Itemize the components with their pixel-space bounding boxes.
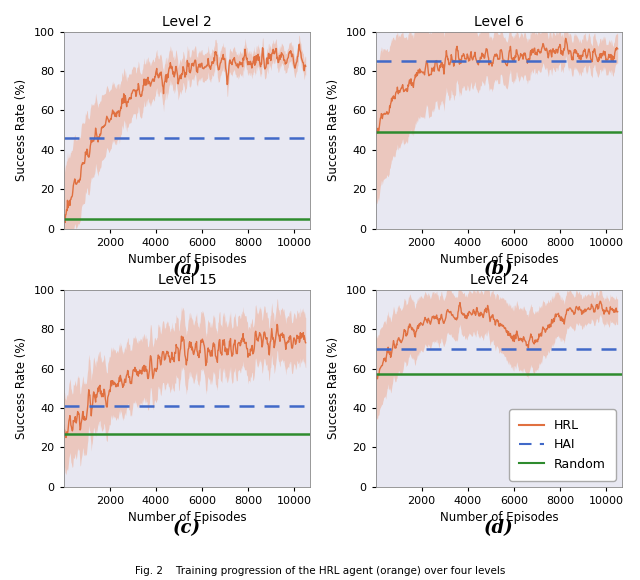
HRL: [614, 308, 621, 315]
HRL: [62, 434, 70, 441]
Y-axis label: Success Rate (%): Success Rate (%): [327, 337, 340, 439]
HRL: [204, 55, 212, 62]
Text: Fig. 2    Training progression of the HRL agent (orange) over four levels: Fig. 2 Training progression of the HRL a…: [135, 566, 505, 576]
HRL: [502, 329, 510, 336]
HAI: [60, 403, 67, 409]
HRL: [488, 63, 496, 70]
HRL: [175, 76, 183, 83]
Text: (d): (d): [484, 519, 514, 536]
Random: [372, 129, 380, 136]
HRL: [177, 71, 184, 78]
HAI: [60, 403, 67, 409]
HRL: [302, 63, 310, 70]
HRL: [502, 61, 510, 68]
HRL: [259, 44, 266, 51]
Line: HRL: HRL: [63, 44, 306, 223]
HRL: [488, 314, 496, 321]
HRL: [609, 305, 616, 312]
Title: Level 15: Level 15: [157, 273, 216, 287]
HAI: [372, 345, 380, 352]
HRL: [259, 342, 266, 349]
Line: HRL: HRL: [63, 324, 306, 437]
HAI: [372, 345, 380, 352]
HRL: [486, 58, 494, 65]
HRL: [609, 56, 616, 63]
HRL: [177, 345, 184, 352]
Random: [60, 430, 67, 437]
X-axis label: Number of Episodes: Number of Episodes: [127, 512, 246, 524]
Text: (b): (b): [484, 260, 514, 278]
HRL: [60, 422, 67, 429]
HRL: [273, 321, 281, 328]
Title: Level 2: Level 2: [162, 15, 212, 29]
HRL: [191, 346, 199, 353]
Random: [372, 371, 380, 378]
HRL: [297, 335, 305, 342]
Text: (c): (c): [173, 519, 201, 536]
Random: [60, 215, 67, 222]
HRL: [297, 49, 305, 56]
Random: [372, 371, 380, 378]
HRL: [516, 55, 524, 61]
Legend: HRL, HAI, Random: HRL, HAI, Random: [509, 409, 616, 481]
Y-axis label: Success Rate (%): Success Rate (%): [15, 79, 28, 181]
HRL: [516, 336, 524, 343]
HRL: [570, 311, 578, 318]
HAI: [60, 135, 67, 142]
Line: HRL: HRL: [376, 38, 618, 135]
Random: [60, 215, 67, 222]
X-axis label: Number of Episodes: Number of Episodes: [440, 253, 558, 266]
X-axis label: Number of Episodes: Number of Episodes: [127, 253, 246, 266]
X-axis label: Number of Episodes: Number of Episodes: [440, 512, 558, 524]
HAI: [372, 57, 380, 64]
Y-axis label: Success Rate (%): Success Rate (%): [327, 79, 340, 181]
HRL: [61, 219, 69, 226]
HRL: [204, 345, 212, 351]
HRL: [372, 132, 380, 139]
HRL: [614, 45, 621, 52]
Y-axis label: Success Rate (%): Success Rate (%): [15, 337, 28, 439]
Title: Level 6: Level 6: [474, 15, 524, 29]
HRL: [571, 46, 579, 53]
Title: Level 24: Level 24: [470, 273, 528, 287]
HRL: [596, 298, 604, 304]
HRL: [372, 376, 380, 383]
HAI: [60, 135, 67, 142]
HRL: [175, 357, 183, 364]
HRL: [296, 41, 303, 48]
HRL: [562, 35, 570, 42]
HRL: [60, 214, 67, 221]
HRL: [302, 339, 310, 346]
Random: [60, 430, 67, 437]
Line: HRL: HRL: [376, 301, 618, 379]
Text: (a): (a): [173, 260, 201, 278]
HRL: [191, 57, 199, 64]
HAI: [372, 57, 380, 64]
HRL: [486, 316, 494, 322]
Random: [372, 129, 380, 136]
